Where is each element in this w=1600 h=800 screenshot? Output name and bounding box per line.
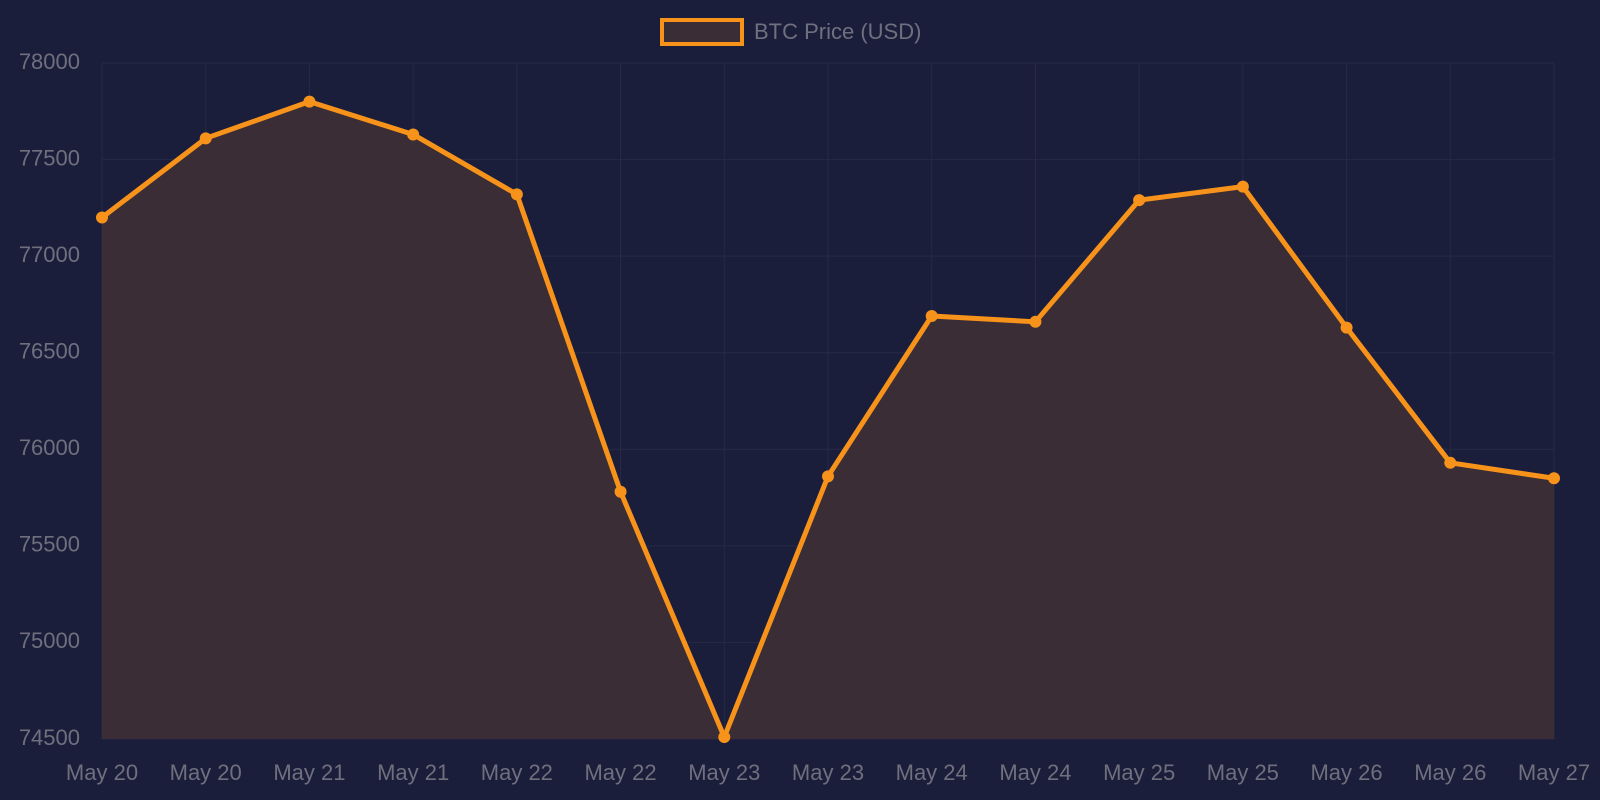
point	[1548, 472, 1560, 485]
area	[102, 101, 1554, 740]
y-tick-label: 77000	[19, 242, 80, 267]
x-tick-label: May 25	[1103, 760, 1175, 785]
x-tick-label: May 22	[481, 760, 553, 785]
y-tick-label: 76500	[19, 339, 80, 364]
legend-label: BTC Price (USD)	[754, 19, 921, 44]
y-tick-label: 75500	[19, 532, 80, 557]
y-tick-label: 77500	[19, 145, 80, 170]
point	[822, 470, 834, 483]
point	[1236, 180, 1249, 193]
x-tick-label: May 23	[688, 760, 760, 785]
legend-swatch	[660, 18, 744, 46]
point	[510, 188, 523, 201]
x-tick-label: May 20	[170, 760, 242, 785]
x-tick-label: May 20	[66, 760, 138, 785]
x-tick-label: May 25	[1207, 760, 1279, 785]
x-tick-label: May 24	[999, 760, 1071, 785]
point	[407, 128, 420, 141]
x-tick-label: May 26	[1414, 760, 1486, 785]
point	[718, 731, 731, 744]
point	[1029, 315, 1042, 328]
point	[1340, 321, 1353, 334]
y-tick-label: 74500	[19, 725, 80, 750]
x-tick-label: May 23	[792, 760, 864, 785]
y-tick-label: 78000	[19, 49, 80, 74]
x-tick-label: May 21	[273, 760, 345, 785]
point	[96, 211, 108, 224]
point	[199, 132, 212, 145]
x-tick-label: May 24	[896, 760, 968, 785]
x-tick-label: May 27	[1518, 760, 1590, 785]
x-tick-label: May 21	[377, 760, 449, 785]
y-tick-label: 75000	[19, 628, 80, 653]
point	[1444, 456, 1457, 469]
point	[303, 95, 316, 108]
point	[614, 485, 627, 498]
x-tick-label: May 26	[1310, 760, 1382, 785]
y-tick-label: 76000	[19, 435, 80, 460]
point	[925, 310, 938, 323]
x-tick-label: May 22	[584, 760, 656, 785]
point	[1133, 194, 1146, 207]
